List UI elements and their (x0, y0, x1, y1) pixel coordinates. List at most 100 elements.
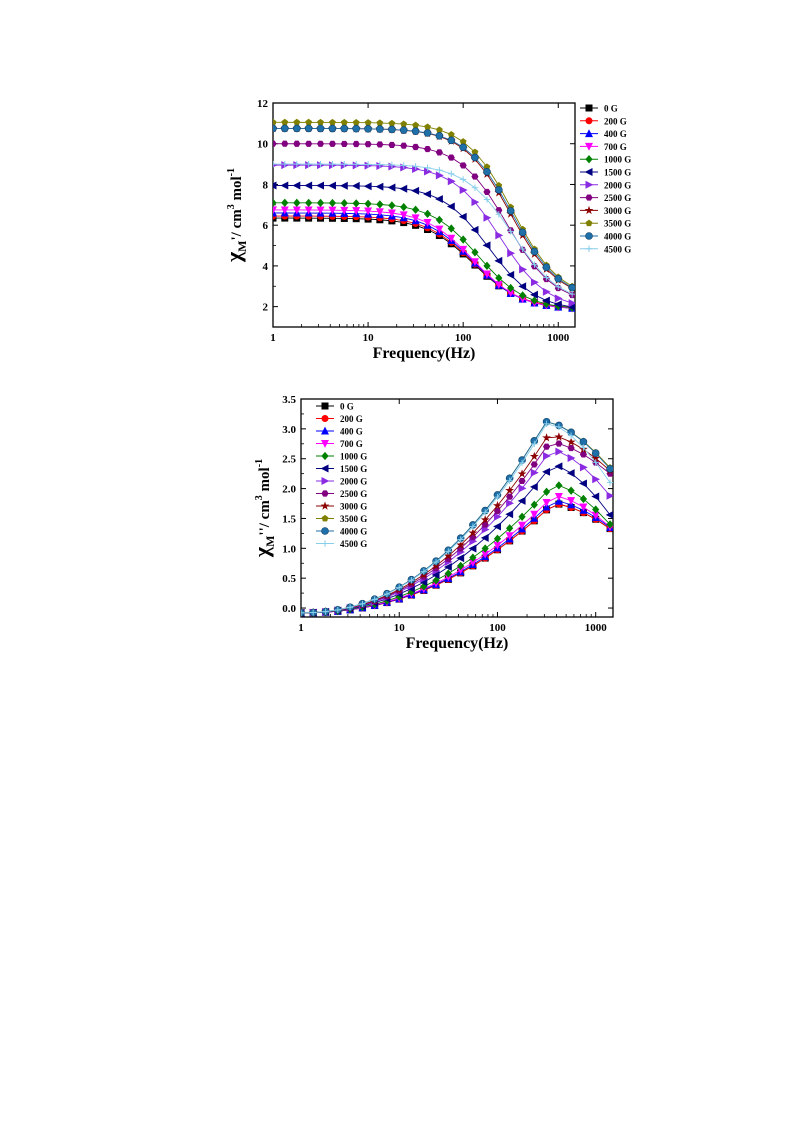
data-point-1500g (493, 522, 501, 531)
data-point-700g (447, 234, 456, 243)
data-point-1500g (411, 186, 420, 195)
data-point-1500g (280, 181, 289, 190)
data-point-1500g (273, 181, 277, 190)
data-point-1500g (518, 282, 527, 291)
data-point-2500g (305, 140, 313, 147)
data-point-4500g (424, 164, 431, 172)
data-point-4500g (543, 420, 550, 428)
data-point-2000g (542, 287, 551, 296)
data-point-1000g (579, 494, 588, 504)
series-layer (301, 417, 613, 617)
data-point-1000g (567, 486, 575, 495)
y-tick-label: 2.0 (282, 484, 296, 496)
legend-label: 0 G (604, 104, 618, 114)
data-point-2000g (543, 451, 551, 460)
data-point-2000g (471, 198, 480, 207)
data-point-2000g (592, 475, 601, 484)
y-tick-label: 4 (263, 261, 269, 273)
data-point-1500g (316, 181, 325, 190)
data-point-1000g (400, 202, 408, 212)
data-point-1000g (481, 544, 489, 553)
data-point-2500g (388, 141, 396, 149)
data-point-legend-3500g (585, 219, 593, 227)
data-point-4500g (371, 596, 378, 603)
data-point-4000g (568, 283, 575, 292)
data-point-1000g (432, 576, 440, 585)
data-point-700g (411, 214, 420, 223)
legend-label: 200 G (604, 116, 627, 126)
data-point-legend-0g (321, 402, 329, 410)
legend-label: 200 G (340, 414, 363, 424)
data-point-2500g (364, 141, 372, 148)
y-label-sub: M (263, 536, 277, 547)
data-point-2000g (530, 278, 539, 287)
y-tick-label: 0.5 (282, 573, 296, 585)
y-tick-label: 2.5 (282, 454, 296, 466)
data-point-4500g (364, 161, 372, 168)
data-point-legend-1500g (584, 168, 593, 176)
legend-label: 400 G (604, 129, 627, 139)
data-point-2000g (555, 447, 564, 456)
data-point-1500g (566, 469, 575, 478)
data-point-4500g (322, 608, 329, 615)
data-point-4500g (388, 161, 396, 169)
data-point-4500g (506, 477, 513, 484)
data-point-3500g (459, 138, 467, 145)
data-point-2000g (518, 484, 527, 493)
data-point-1000g (592, 505, 600, 514)
data-point-4000g (376, 125, 384, 133)
data-point-1000g (495, 273, 503, 283)
data-point-4000g (459, 143, 467, 152)
legend: 0 G 200 G 400 G 700 G 1000 G 1500 G 2000 G 2500… (316, 402, 367, 549)
data-point-4000g (554, 274, 563, 283)
data-point-2500g (400, 142, 408, 149)
data-point-4500g (353, 161, 360, 168)
data-point-1000g (530, 296, 539, 305)
data-point-1500g (554, 462, 563, 471)
series-line-200g (273, 215, 573, 308)
data-point-legend-400g (321, 426, 329, 435)
data-point-4000g (364, 125, 372, 133)
data-point-700g (554, 493, 563, 501)
series-line-4500g (301, 423, 611, 614)
data-point-1000g (555, 481, 563, 490)
series-line-700g (273, 209, 573, 309)
y-tick-label: 12 (257, 98, 269, 110)
data-point-4500g (592, 459, 599, 466)
data-point-4500g (400, 162, 407, 169)
data-point-1000g (493, 534, 502, 543)
legend-label: 4000 G (604, 232, 631, 242)
data-point-4500g (471, 184, 479, 191)
y-tick-label: 1.0 (282, 543, 296, 555)
data-point-3500g (400, 120, 408, 127)
data-point-legend-700g (585, 142, 593, 151)
data-point-4500g (293, 160, 301, 168)
data-point-1000g (412, 205, 420, 214)
data-point-4500g (469, 523, 477, 530)
data-point-2000g (519, 265, 527, 274)
data-point-legend-2500g (321, 490, 329, 497)
data-point-1500g (482, 241, 491, 250)
data-point-legend-4500g (321, 540, 329, 547)
data-point-1500g (443, 563, 452, 571)
data-point-1500g (304, 181, 313, 190)
y-label-mid: mol (229, 176, 245, 204)
data-point-1500g (553, 300, 562, 309)
data-point-4000g (606, 465, 613, 473)
data-point-4500g (346, 604, 354, 611)
legend-label: 2000 G (604, 180, 631, 190)
data-point-4000g (340, 124, 349, 133)
data-point-3500g (424, 123, 431, 130)
data-point-2500g (316, 140, 325, 147)
data-point-4500g (317, 160, 324, 168)
data-point-700g (530, 510, 539, 519)
data-point-3500g (317, 118, 324, 126)
data-point-4000g (579, 437, 588, 446)
data-point-4000g (280, 124, 289, 133)
x-tick-label: 10 (363, 332, 375, 344)
data-point-1500g (579, 479, 587, 488)
chart-chi-double-prime: 0.0 0.5 1.0 1.5 2.0 2.5 3.0 3.5 1 10 100 1000 Freque… (249, 394, 614, 652)
y-label-rest: '/ cm (229, 209, 245, 241)
data-point-4000g (471, 153, 479, 162)
